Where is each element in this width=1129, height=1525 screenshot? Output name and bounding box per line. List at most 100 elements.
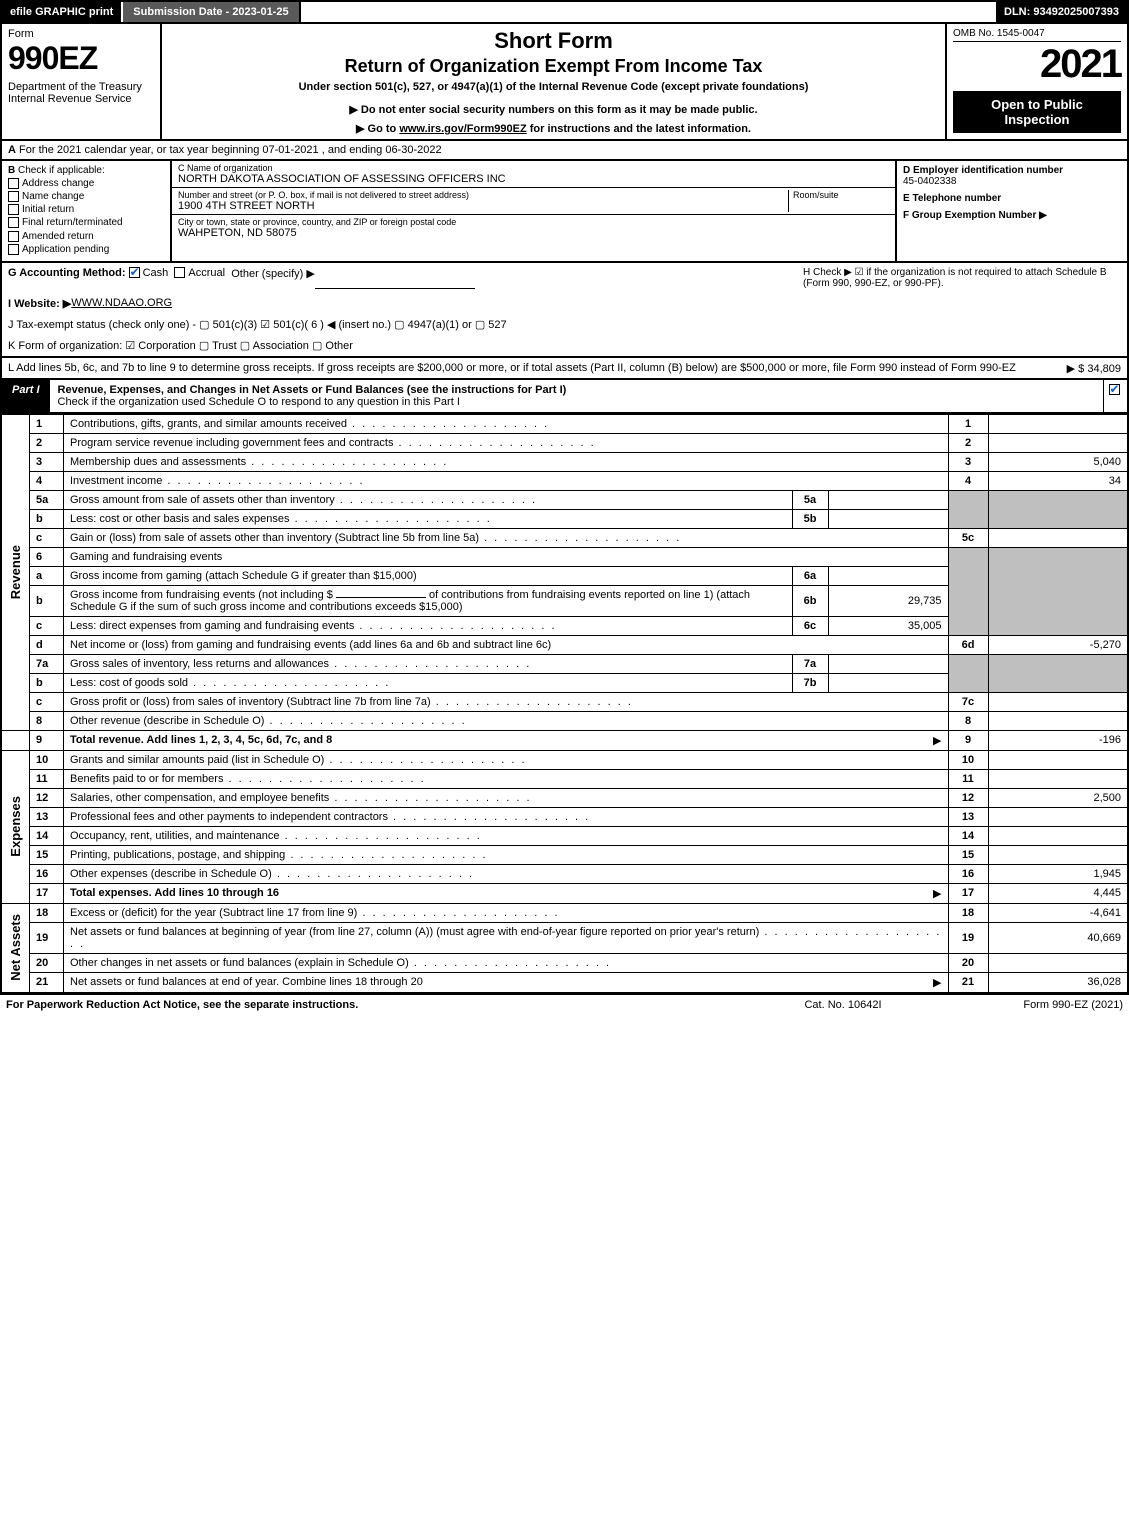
line-4-desc: Investment income <box>64 471 949 490</box>
line-5a-desc: Gross amount from sale of assets other t… <box>64 490 793 509</box>
grey-5ab-v <box>988 490 1128 528</box>
row-j: J Tax-exempt status (check only one) - ▢… <box>2 314 1127 335</box>
row-l: L Add lines 5b, 6c, and 7b to line 9 to … <box>0 358 1129 380</box>
chk-accrual[interactable] <box>174 267 185 278</box>
line-6a-sn: 6a <box>792 566 828 585</box>
line-7b-n: b <box>30 673 64 692</box>
sidebar-expenses: Expenses <box>1 750 30 903</box>
submission-date: Submission Date - 2023-01-25 <box>123 2 300 22</box>
tel-label: E Telephone number <box>903 193 1001 204</box>
line-14-ln: 14 <box>948 826 988 845</box>
row-g-label: G Accounting Method: <box>8 267 126 289</box>
chk-amended-return[interactable]: Amended return <box>8 231 164 242</box>
line-10-desc: Grants and similar amounts paid (list in… <box>64 750 949 769</box>
line-7c-ln: 7c <box>948 692 988 711</box>
part1-sub-text: Check if the organization used Schedule … <box>58 396 460 408</box>
line-15-ln: 15 <box>948 845 988 864</box>
cash-label: Cash <box>143 267 169 289</box>
efile-print-link[interactable]: efile GRAPHIC print <box>2 2 123 22</box>
line-8-desc: Other revenue (describe in Schedule O) <box>64 711 949 730</box>
line-21-arrow: ▶ <box>933 976 941 989</box>
line-12-desc: Salaries, other compensation, and employ… <box>64 788 949 807</box>
line-18-desc: Excess or (deficit) for the year (Subtra… <box>64 903 949 922</box>
row-i-label: I Website: ▶ <box>8 297 71 310</box>
line-12-n: 12 <box>30 788 64 807</box>
website-link[interactable]: WWW.NDAAO.ORG <box>71 297 172 310</box>
line-16-ln: 16 <box>948 864 988 883</box>
line-9-arrow: ▶ <box>933 734 941 747</box>
line-7a-sn: 7a <box>792 654 828 673</box>
line-6a-n: a <box>30 566 64 585</box>
line-18-n: 18 <box>30 903 64 922</box>
part1-tag: Part I <box>2 380 50 412</box>
line-1-n: 1 <box>30 414 64 433</box>
ein-block: D Employer identification number 45-0402… <box>903 165 1121 187</box>
public-inspection-badge: Open to Public Inspection <box>953 91 1121 133</box>
header-left: Form 990EZ Department of the Treasury In… <box>2 24 162 139</box>
chk-name-change[interactable]: Name change <box>8 191 164 202</box>
footer-center: Cat. No. 10642I <box>743 999 943 1011</box>
chk-initial-return[interactable]: Initial return <box>8 204 164 215</box>
footer-right: Form 990-EZ (2021) <box>943 999 1123 1011</box>
line-5b-sn: 5b <box>792 509 828 528</box>
other-specify-input[interactable] <box>315 267 475 289</box>
line-18-ln: 18 <box>948 903 988 922</box>
page-footer: For Paperwork Reduction Act Notice, see … <box>0 994 1129 1015</box>
line-6b-blank[interactable] <box>336 597 426 598</box>
line-21-n: 21 <box>30 972 64 993</box>
section-bcdef: B Check if applicable: Address change Na… <box>0 161 1129 263</box>
line-11-ln: 11 <box>948 769 988 788</box>
department-label: Department of the Treasury Internal Reve… <box>8 81 154 105</box>
line-20-val <box>988 953 1128 972</box>
line-4-ln: 4 <box>948 471 988 490</box>
line-8-n: 8 <box>30 711 64 730</box>
warning-ssn: ▶ Do not enter social security numbers o… <box>168 103 939 116</box>
chk-cash[interactable] <box>129 267 140 278</box>
chk-final-return[interactable]: Final return/terminated <box>8 217 164 228</box>
row-a-prefix: A <box>8 144 16 156</box>
chk-application-pending[interactable]: Application pending <box>8 244 164 255</box>
line-6b-desc: Gross income from fundraising events (no… <box>64 585 793 616</box>
header-right: OMB No. 1545-0047 2021 Open to Public In… <box>947 24 1127 139</box>
group-exemption-label: F Group Exemption Number ▶ <box>903 210 1047 221</box>
line-10-n: 10 <box>30 750 64 769</box>
line-13-desc: Professional fees and other payments to … <box>64 807 949 826</box>
chk-address-change[interactable]: Address change <box>8 178 164 189</box>
footer-left: For Paperwork Reduction Act Notice, see … <box>6 999 743 1011</box>
grey-7ab-v <box>988 654 1128 692</box>
line-7a-desc: Gross sales of inventory, less returns a… <box>64 654 793 673</box>
line-1-val <box>988 414 1128 433</box>
line-21-ln: 21 <box>948 972 988 993</box>
row-k-text: K Form of organization: ☑ Corporation ▢ … <box>8 339 353 352</box>
line-6c-sv: 35,005 <box>828 616 948 635</box>
line-7c-n: c <box>30 692 64 711</box>
line-5c-desc: Gain or (loss) from sale of assets other… <box>64 528 949 547</box>
line-17-n: 17 <box>30 883 64 903</box>
line-7b-sn: 7b <box>792 673 828 692</box>
line-6c-desc: Less: direct expenses from gaming and fu… <box>64 616 793 635</box>
grey-7ab <box>948 654 988 692</box>
col-def: D Employer identification number 45-0402… <box>897 161 1127 261</box>
title-return: Return of Organization Exempt From Incom… <box>168 56 939 77</box>
row-l-amount: ▶ $ 34,809 <box>1067 362 1121 375</box>
line-6b-sv: 29,735 <box>828 585 948 616</box>
line-5c-val <box>988 528 1128 547</box>
line-5a-sv <box>828 490 948 509</box>
line-16-n: 16 <box>30 864 64 883</box>
line-3-ln: 3 <box>948 452 988 471</box>
line-9-n: 9 <box>30 730 64 750</box>
line-9-desc: Total revenue. Add lines 1, 2, 3, 4, 5c,… <box>64 730 949 750</box>
irs-link[interactable]: www.irs.gov/Form990EZ <box>399 123 526 135</box>
part1-schedule-o-check[interactable] <box>1103 380 1127 412</box>
grey-5ab <box>948 490 988 528</box>
line-5c-ln: 5c <box>948 528 988 547</box>
line-9-ln: 9 <box>948 730 988 750</box>
line-19-ln: 19 <box>948 922 988 953</box>
line-13-val <box>988 807 1128 826</box>
sidebar-revenue-end <box>1 730 30 750</box>
line-16-val: 1,945 <box>988 864 1128 883</box>
line-13-ln: 13 <box>948 807 988 826</box>
row-h: H Check ▶ ☑ if the organization is not r… <box>797 263 1127 293</box>
lines-table: Revenue 1 Contributions, gifts, grants, … <box>0 414 1129 994</box>
header-center: Short Form Return of Organization Exempt… <box>162 24 947 139</box>
